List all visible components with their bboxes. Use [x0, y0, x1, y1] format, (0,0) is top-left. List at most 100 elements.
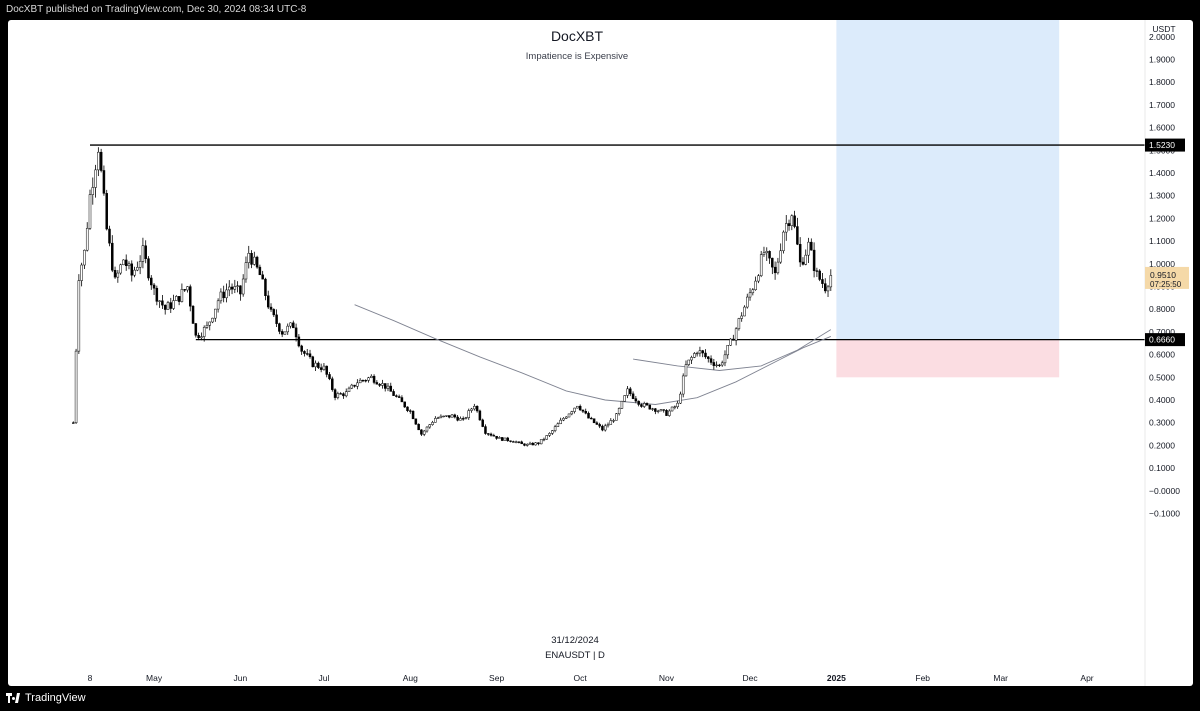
candle-body [297, 336, 301, 347]
y-tick-label: 0.4000 [1149, 395, 1175, 405]
candle-body [414, 418, 418, 425]
candle-body [261, 274, 264, 280]
candle-body [509, 440, 512, 442]
x-tick-label: 2025 [827, 673, 846, 683]
price-chart[interactable]: 2.60002.50002.40002.30002.20002.10002.00… [8, 20, 1193, 686]
candle-body [523, 443, 526, 446]
candle-body [562, 418, 565, 421]
x-tick-label: Jul [319, 673, 330, 683]
candle-body [503, 437, 507, 441]
candle-body [150, 277, 153, 286]
candle-body [169, 302, 173, 309]
candle-body [317, 362, 320, 368]
candle-body [464, 417, 468, 419]
candle-body [166, 302, 170, 310]
y-tick-label: 1.4000 [1149, 168, 1175, 178]
candle-body [723, 354, 727, 364]
candle-body [194, 323, 198, 336]
time-axis: 8 May Jun Jul Aug Sep Oct Nov Dec 2025 Feb Mar Apr [88, 673, 1094, 683]
candle-body [598, 424, 601, 427]
candle-body [782, 231, 785, 252]
candle-body [163, 304, 167, 310]
candle-body [250, 253, 253, 265]
candle-body [712, 362, 716, 366]
candle-body [698, 350, 702, 354]
candle-body [392, 391, 395, 396]
candle-body [386, 385, 390, 389]
candle-body [687, 359, 691, 365]
candle-body [350, 384, 354, 389]
candle-body [311, 356, 315, 368]
candle-body [690, 357, 693, 361]
candle-body [283, 331, 287, 335]
candle-body [615, 413, 618, 421]
candle-body [308, 353, 312, 358]
candle-body [648, 404, 652, 410]
candle-body [141, 245, 145, 262]
candle-body [734, 328, 738, 341]
candle-body [397, 396, 401, 398]
candle-body [420, 429, 423, 435]
y-tick-label: 2.0000 [1149, 32, 1175, 42]
candle-body [442, 415, 445, 418]
candle-body [656, 410, 660, 412]
y-tick-label: 0.5000 [1149, 372, 1175, 382]
y-tick-label: 1.6000 [1149, 123, 1175, 133]
candle-body [701, 350, 704, 354]
candle-body [347, 387, 351, 392]
candle-body [322, 365, 326, 370]
candle-body [97, 151, 100, 171]
candle-body [771, 257, 774, 268]
countdown-text: 07:25:50 [1150, 280, 1182, 289]
candle-body [202, 327, 206, 337]
candle-body [358, 379, 362, 384]
candle-body [459, 418, 462, 421]
candle-body [500, 437, 504, 441]
candle-body [361, 379, 365, 382]
candle-body [631, 393, 635, 399]
candle-body [230, 286, 234, 290]
chart-area[interactable]: 2.60002.50002.40002.30002.20002.10002.00… [8, 20, 1193, 686]
candle-body [133, 269, 136, 276]
level-price-tag-1 [1145, 333, 1185, 347]
candle-body [715, 364, 718, 367]
x-tick-label: Oct [574, 673, 588, 683]
candle-body [456, 416, 459, 421]
candle-body [177, 296, 181, 302]
candle-body [77, 280, 81, 352]
candle-body [587, 412, 590, 419]
candle-body [746, 296, 749, 308]
candle-body [434, 418, 437, 423]
candle-body [718, 364, 721, 367]
candle-body [292, 322, 295, 329]
candle-body [372, 375, 376, 383]
candle-body [573, 407, 576, 412]
candles [72, 147, 833, 447]
candle-body [601, 425, 604, 431]
x-tick-label: Mar [993, 673, 1008, 683]
candle-body [592, 418, 596, 424]
candle-body [787, 223, 791, 226]
candle-body [175, 296, 178, 301]
candle-body [113, 270, 117, 278]
candle-body [498, 437, 501, 439]
candle-body [378, 383, 381, 386]
candle-body [709, 358, 713, 363]
candle-body [826, 286, 830, 292]
moving-average-long [354, 304, 831, 405]
candle-body [364, 380, 367, 382]
candle-body [303, 351, 306, 354]
candle-body [375, 382, 379, 385]
level-price-tag-0 [1145, 138, 1185, 152]
candle-body [570, 411, 574, 415]
y-tick-label: 0.7000 [1149, 327, 1175, 337]
publish-info-bar: DocXBT published on TradingView.com, Dec… [0, 0, 1200, 20]
candle-body [130, 263, 134, 276]
tradingview-brand[interactable]: TradingView [6, 692, 86, 704]
candle-body [197, 335, 200, 339]
candle-body [461, 418, 465, 420]
candle-body [553, 426, 557, 431]
level-price-text: 1.5230 [1149, 140, 1175, 150]
loss-zone [836, 339, 1060, 378]
